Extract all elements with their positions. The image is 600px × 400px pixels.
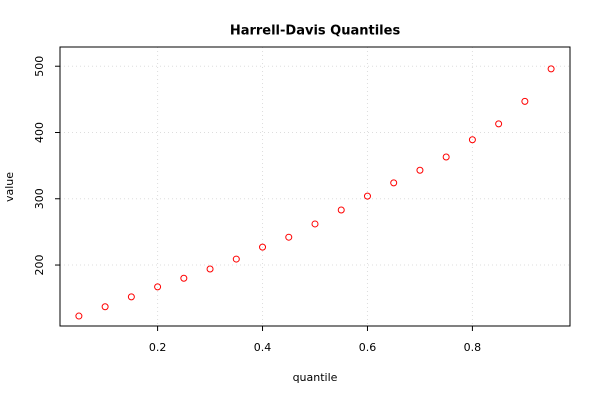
x-tick-label: 0.8: [464, 341, 482, 354]
point: [75, 312, 83, 320]
x-axis-label: quantile: [293, 371, 338, 384]
point: [521, 97, 529, 105]
point: [311, 220, 319, 228]
point: [468, 136, 476, 144]
point: [232, 255, 240, 263]
point: [547, 65, 555, 73]
point: [127, 293, 135, 301]
x-tick-label: 0.2: [149, 341, 167, 354]
point: [206, 265, 214, 273]
point: [285, 233, 293, 241]
x-tick-label: 0.6: [359, 341, 377, 354]
x-tick-label: 0.4: [254, 341, 272, 354]
y-tick-label: 300: [33, 188, 46, 209]
point: [390, 179, 398, 187]
point: [259, 243, 267, 251]
y-tick-label: 200: [33, 255, 46, 276]
point: [101, 303, 109, 311]
point: [154, 283, 162, 291]
y-tick-label: 500: [33, 56, 46, 77]
y-axis-label: value: [3, 172, 16, 202]
point: [363, 192, 371, 200]
y-tick-label: 400: [33, 122, 46, 143]
plot-frame: [59, 46, 571, 327]
point: [337, 206, 345, 214]
point: [442, 153, 450, 161]
point: [495, 120, 503, 128]
chart-title: Harrell-Davis Quantiles: [230, 24, 401, 39]
point: [180, 274, 188, 282]
point: [416, 166, 424, 174]
